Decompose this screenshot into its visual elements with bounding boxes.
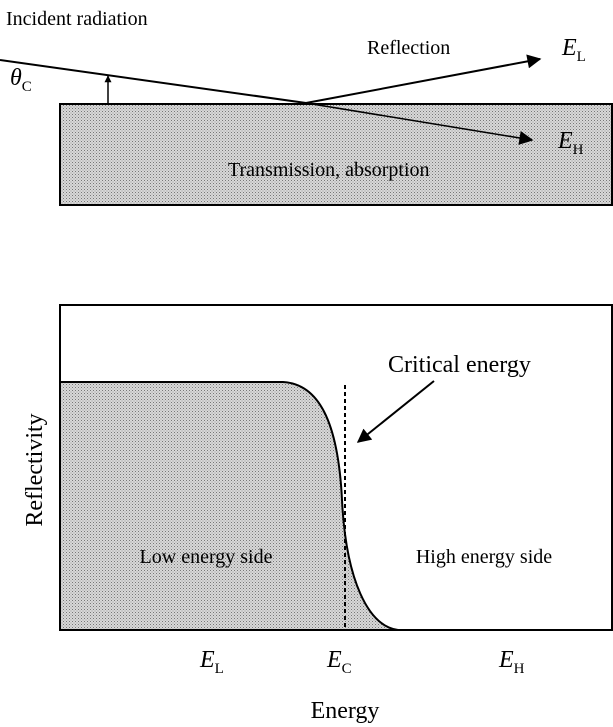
reflected-ray: [305, 54, 542, 104]
incident-ray: [0, 59, 307, 104]
angle-label: θC: [10, 65, 32, 95]
slab: [59, 103, 613, 206]
x-marker: EL: [199, 647, 224, 677]
region-label: High energy side: [416, 546, 552, 568]
slab-label: Transmission, absorption: [228, 159, 430, 181]
critical-arrow: [356, 380, 435, 443]
reflected-energy: EL: [561, 35, 586, 65]
low-energy-area: [60, 382, 398, 630]
x-marker: EH: [498, 647, 525, 677]
x-axis-label: Energy: [311, 698, 380, 724]
reflectivity-curve: [60, 381, 399, 631]
transmitted-energy: EH: [557, 128, 584, 158]
region-label: Low energy side: [140, 546, 273, 568]
transmitted-ray: [305, 102, 534, 145]
incident-label: Incident radiation: [6, 8, 148, 30]
reflection-label: Reflection: [367, 37, 450, 59]
x-marker: EC: [326, 647, 352, 677]
critical-energy-label: Critical energy: [388, 352, 531, 378]
y-axis-label: Reflectivity: [22, 413, 48, 526]
plot-frame: [59, 304, 613, 631]
